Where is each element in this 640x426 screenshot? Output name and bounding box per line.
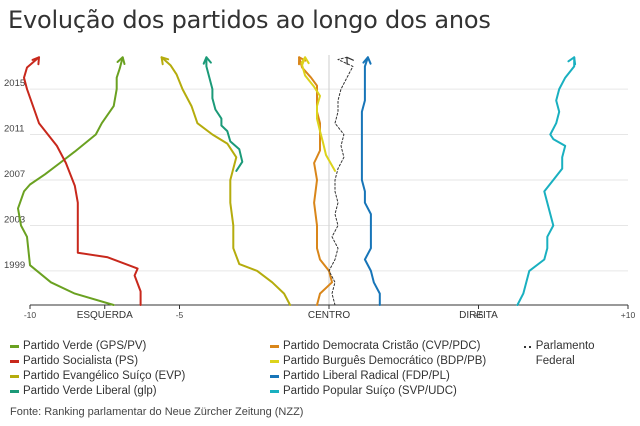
series-arrow-partido-verde-liberal-glp <box>202 56 212 65</box>
x-tick-label-10: -10 <box>24 310 37 320</box>
legend-label-glp: Partido Verde Liberal (glp) <box>23 385 157 397</box>
legend-swatch-gps <box>10 345 19 348</box>
source-note: Fonte: Ranking parlamentar do Neue Zürch… <box>10 406 304 418</box>
legend-label-svp: Partido Popular Suíço (SVP/UDC) <box>283 385 457 397</box>
legend-item-ps: Partido Socialista (PS) <box>10 354 138 369</box>
legend-swatch-evp <box>10 375 19 378</box>
legend-item-cvp: Partido Democrata Cristão (CVP/PDC) <box>270 339 480 354</box>
legend-swatch-ps <box>10 360 19 363</box>
legend-item-bdp: Partido Burguês Democrático (BDP/PB) <box>270 354 486 369</box>
legend-swatch-fdp <box>270 375 279 378</box>
legend-swatch-parlamento <box>524 346 531 348</box>
grid-layer <box>30 55 628 305</box>
chart-title: Evolução dos partidos ao longo dos anos <box>8 6 491 34</box>
series-line-parlamento-federal <box>328 56 354 306</box>
x-tick-label-5: +5 <box>474 310 484 320</box>
x-tick-label-10: +10 <box>621 310 636 320</box>
series-layer <box>17 56 577 306</box>
y-tick-label-2007: 2007 <box>4 169 25 180</box>
legend-label-parlamento: Parlamento Federal <box>535 340 595 367</box>
axis-layer: 1999 2003 2007 2011 2015 -10 -5 +5 +10 ESQUERDA CE… <box>4 78 635 321</box>
legend-item-gps: Partido Verde (GPS/PV) <box>10 339 146 354</box>
series-line-partido-popular-suico-svp-udc <box>516 56 576 306</box>
x-tick-label-5: -5 <box>176 310 184 320</box>
legend-item-parlamento: Parlamento Federal <box>524 339 604 369</box>
legend-swatch-svp <box>270 390 279 393</box>
legend-label-gps: Partido Verde (GPS/PV) <box>23 340 147 352</box>
legend-label-evp: Partido Evangélico Suíço (EVP) <box>23 370 186 382</box>
chart-canvas: 1999 2003 2007 2011 2015 -10 -5 +5 +10 ESQUERDA CE… <box>4 55 635 321</box>
legend-item-glp: Partido Verde Liberal (glp) <box>10 384 157 399</box>
legend-item-fdp: Partido Liberal Radical (FDP/PL) <box>270 369 450 384</box>
legend-label-fdp: Partido Liberal Radical (FDP/PL) <box>283 370 450 382</box>
legend-swatch-bdp <box>270 360 279 363</box>
legend-label-ps: Partido Socialista (PS) <box>23 355 139 367</box>
legend-label-cvp: Partido Democrata Cristão (CVP/PDC) <box>283 340 481 352</box>
series-arrow-partido-popular-suico-svp-udc <box>567 56 577 66</box>
series-line-partido-socialista-ps <box>23 56 142 306</box>
series-line-partido-verde-liberal-glp <box>205 56 244 172</box>
series-line-partido-verde-gps-pv <box>17 56 124 306</box>
series-line-partido-democrata-cristao-cvp-pdc <box>298 56 333 306</box>
zone-label-centro: CENTRO <box>308 310 350 321</box>
series-arrow-partido-burgues-democratico-bdp-pb <box>300 56 310 65</box>
y-tick-label-1999: 1999 <box>4 260 25 271</box>
legend-item-svp: Partido Popular Suíço (SVP/UDC) <box>270 384 457 399</box>
zone-label-esquerda: ESQUERDA <box>77 310 133 321</box>
series-line-partido-evangelico-suico-evp <box>160 56 292 306</box>
series-line-partido-burgues-democratico-bdp-pb <box>301 56 336 172</box>
legend-swatch-glp <box>10 390 19 393</box>
legend: Partido Verde (GPS/PV) Partido Socialist… <box>8 339 638 399</box>
legend-swatch-cvp <box>270 345 279 348</box>
series-arrow-partido-verde-gps-pv <box>116 56 126 65</box>
series-arrow-partido-socialista-ps <box>31 56 40 66</box>
zone-label-direita: DIREITA <box>459 310 498 321</box>
y-tick-label-2015: 2015 <box>4 78 25 89</box>
legend-item-evp: Partido Evangélico Suíço (EVP) <box>10 369 185 384</box>
series-arrow-parlamento-federal <box>346 56 354 65</box>
series-line-partido-liberal-radical-fdp-pl <box>360 56 381 306</box>
y-tick-label-2003: 2003 <box>4 214 25 225</box>
y-tick-label-2011: 2011 <box>4 124 24 135</box>
legend-label-bdp: Partido Burguês Democrático (BDP/PB) <box>283 355 487 367</box>
series-arrow-partido-evangelico-suico-evp <box>160 56 170 66</box>
series-arrow-partido-liberal-radical-fdp-pl <box>362 56 372 65</box>
